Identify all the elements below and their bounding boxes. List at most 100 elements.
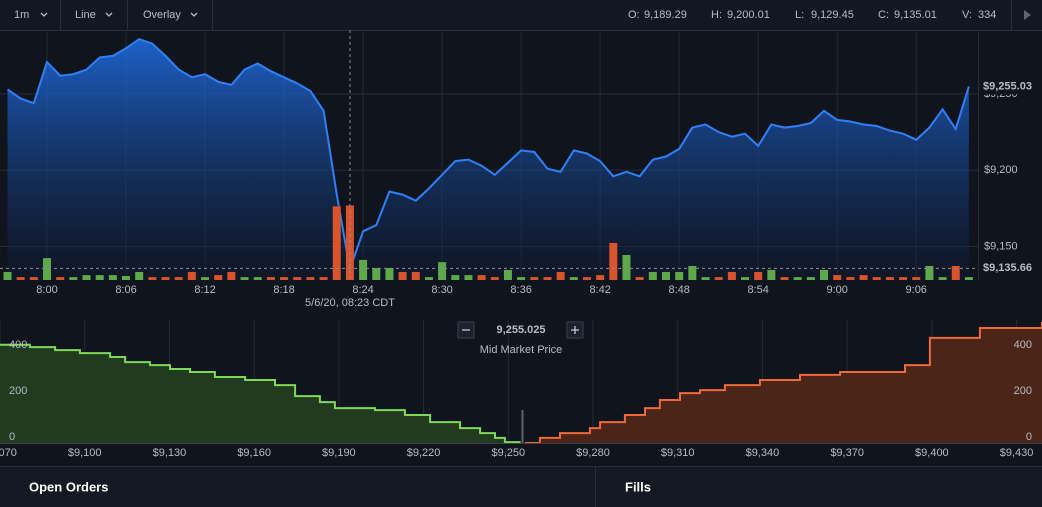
ohlc-key: V:: [962, 9, 972, 21]
overlay-label: Overlay: [143, 9, 181, 21]
volume-bar: [451, 275, 460, 280]
toolbar: 1m Line Overlay O: 9,189.29 H: 9,200.01 L: 9,…: [0, 0, 1042, 31]
volume-bar: [306, 277, 315, 280]
volume-bar: [714, 277, 723, 280]
price-area: [7, 39, 969, 280]
mid-price-control: 9,255.025 Mid Market Price: [457, 321, 584, 356]
volume-bar: [727, 271, 736, 280]
x-tick-label: $9,160: [237, 447, 271, 459]
tab-fills[interactable]: Fills: [625, 479, 651, 494]
x-tick-label: 8:24: [352, 284, 373, 296]
volume-bar: [662, 271, 670, 280]
volume-bar: [609, 242, 618, 280]
asks-area: [525, 322, 1042, 443]
ohlc-value: 9,135.01: [894, 9, 937, 21]
volume-bar: [122, 275, 131, 280]
volume-bar: [885, 277, 894, 280]
volume-bar: [266, 277, 275, 280]
x-tick-label: 8:06: [115, 284, 136, 296]
volume-bar: [148, 277, 157, 280]
volume-bar: [174, 277, 183, 280]
volume-bar: [187, 271, 196, 280]
x-tick-label: 8:48: [668, 284, 689, 296]
price-line: [6, 37, 970, 274]
x-tick-label: $9,310: [661, 447, 695, 459]
style-label: Line: [75, 9, 96, 21]
volume-bar: [635, 277, 644, 280]
collapse-button[interactable]: [1024, 10, 1031, 20]
interval-dropdown[interactable]: 1m: [14, 9, 48, 21]
volume-bar: [820, 269, 829, 280]
volume-bar: [56, 277, 65, 280]
x-tick-label: 9:06: [906, 284, 927, 296]
volume-bar: [385, 267, 394, 280]
volume-bar: [438, 262, 447, 280]
x-tick-label: $9,280: [576, 447, 610, 459]
y-tick-label: $9,200: [984, 164, 1018, 176]
ohlc-key: O:: [628, 9, 640, 21]
volume-bar: [859, 275, 868, 280]
x-tick-label: $9,340: [746, 447, 780, 459]
volume-bar: [372, 267, 381, 280]
volume-bar: [951, 265, 960, 280]
volume-bar: [95, 275, 104, 280]
x-tick-label: 8:36: [510, 284, 531, 296]
volume-bar: [569, 277, 578, 280]
ohlc-key: H:: [711, 9, 722, 21]
volume-bar: [846, 277, 855, 280]
volume-bar: [543, 277, 552, 280]
volume-bar: [332, 206, 341, 280]
volume-bar: [29, 277, 38, 280]
interval-label: 1m: [14, 9, 29, 21]
toolbar-bg: [0, 0, 1042, 30]
bids-area: [0, 344, 520, 443]
volume-bar: [530, 277, 539, 280]
x-tick-label: $9,070: [0, 447, 17, 459]
crosshair-price-bg: [979, 260, 1042, 277]
volume-bar: [938, 277, 947, 280]
y-tick-label-right: 0: [1026, 431, 1032, 443]
x-tick-label: $9,400: [915, 447, 949, 459]
style-dropdown[interactable]: Line: [75, 9, 113, 21]
volume-bar: [582, 277, 591, 280]
ohlc-key: L:: [795, 9, 804, 21]
volume-bar: [43, 258, 52, 280]
y-tick-label-right: 400: [1014, 339, 1032, 351]
y-tick-label-right: 200: [1014, 385, 1032, 397]
x-tick-label: $9,100: [68, 447, 102, 459]
volume-bar: [108, 275, 117, 280]
volume-bar: [517, 277, 526, 280]
volume-bar: [161, 277, 170, 280]
volume-bar: [701, 277, 710, 280]
volume-bar: [503, 269, 512, 280]
chevron: [105, 12, 113, 17]
volume-bar: [793, 277, 802, 280]
last-price-bg: [979, 78, 1042, 95]
x-tick-label: 8:00: [36, 284, 57, 296]
volume-bar: [16, 277, 25, 280]
overlay-dropdown[interactable]: Overlay: [143, 9, 198, 21]
y-tick-label: 200: [9, 385, 27, 397]
x-tick-label: $9,130: [153, 447, 187, 459]
x-tick-label: 8:42: [589, 284, 610, 296]
volume-bar: [398, 271, 407, 280]
tab-open-orders[interactable]: Open Orders: [29, 479, 108, 494]
x-tick-label: $9,190: [322, 447, 356, 459]
volume-bar: [754, 271, 763, 280]
volume-bar: [227, 271, 236, 280]
volume-bar: [280, 277, 289, 280]
volume-bar: [464, 275, 473, 280]
volume-bar: [69, 277, 78, 280]
volume-bar: [741, 277, 750, 280]
ohlc-value: 9,200.01: [727, 9, 770, 21]
y-tick-label: $9,150: [984, 240, 1018, 252]
volume-bar: [201, 277, 210, 280]
plus-icon: [571, 326, 579, 334]
volume-bar: [556, 271, 565, 280]
volume-bar: [82, 275, 91, 280]
volume-bar: [319, 277, 328, 280]
y-tick-label: 0: [9, 431, 15, 443]
volume-bar: [872, 277, 881, 280]
x-tick-label: 8:12: [194, 284, 215, 296]
volume-bar: [780, 277, 789, 280]
